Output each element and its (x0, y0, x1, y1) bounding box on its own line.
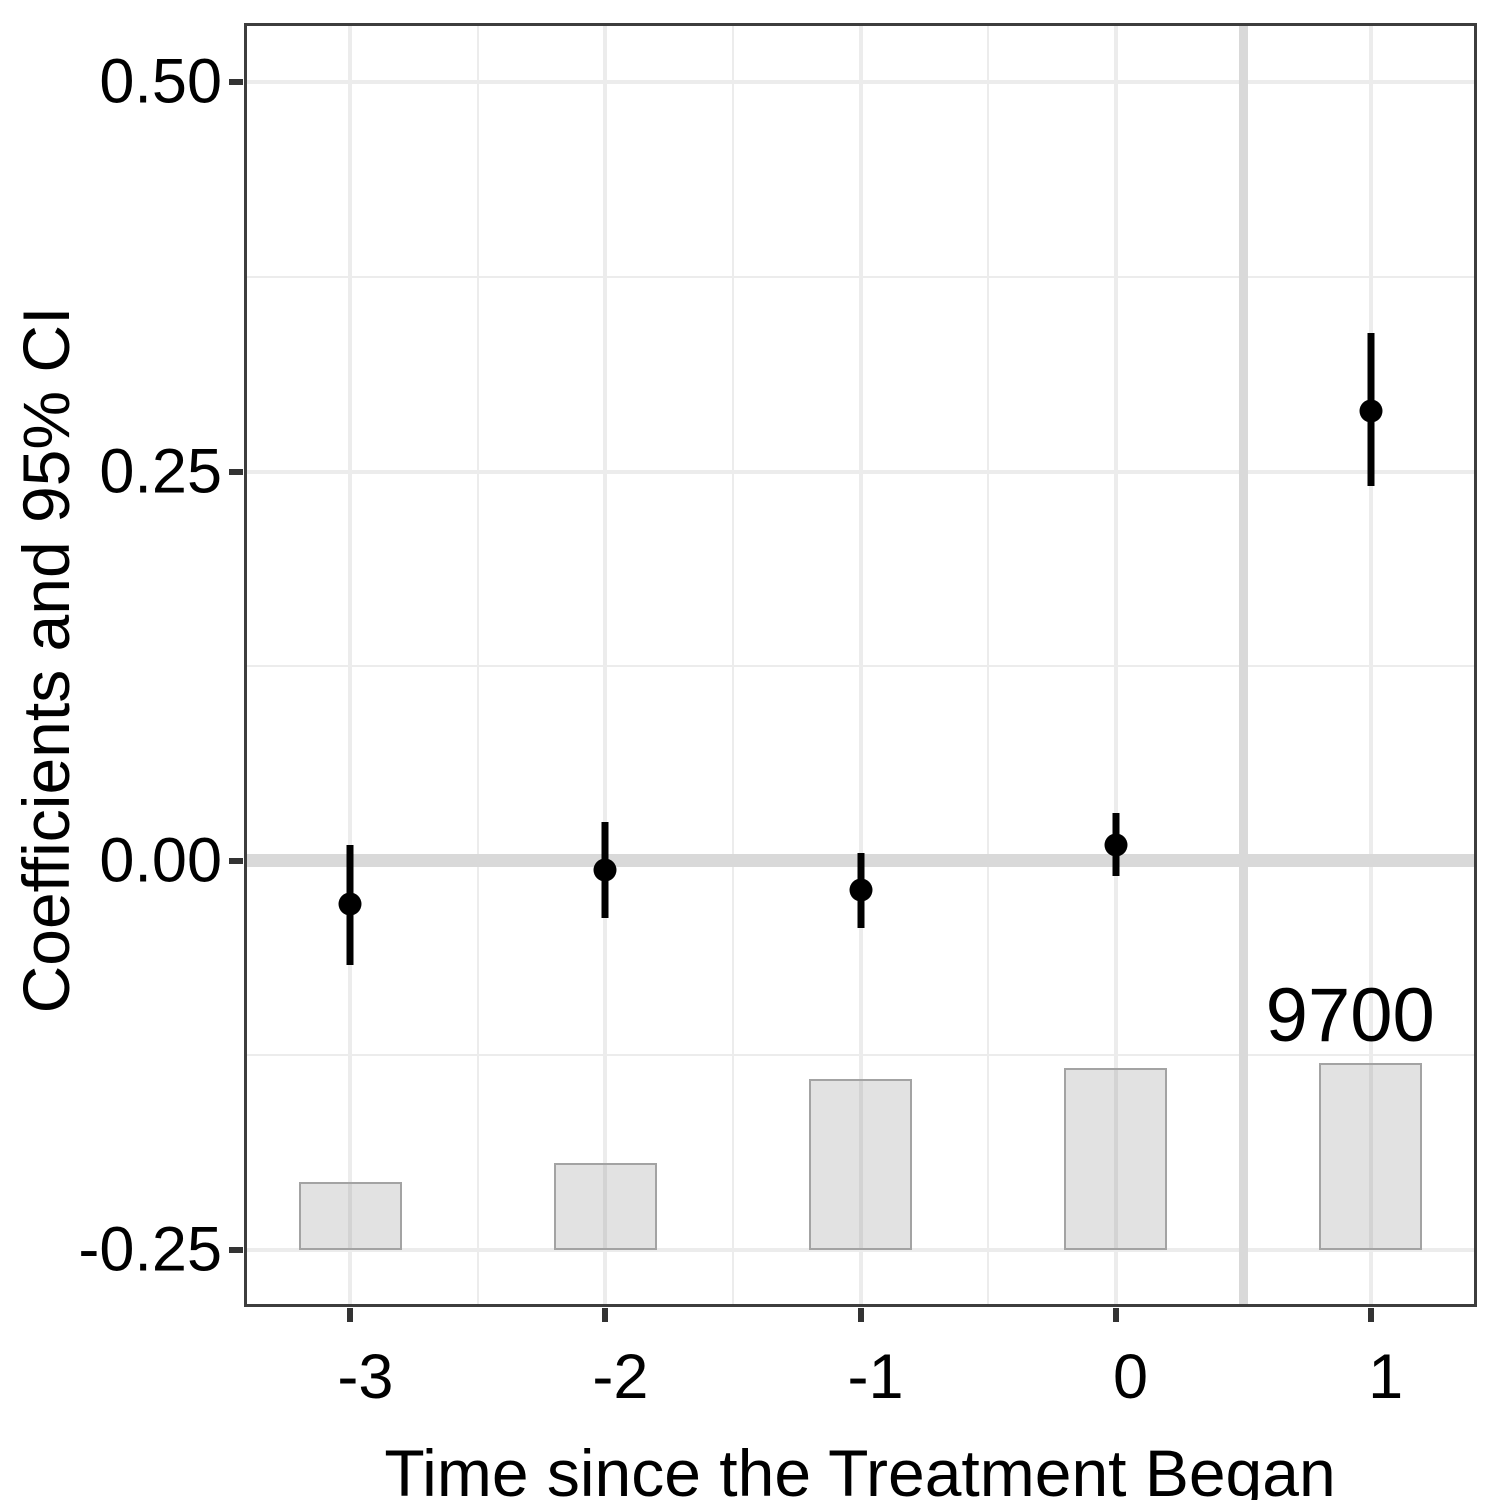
x-axis-tick (1367, 1308, 1374, 1322)
coefficient-point (338, 892, 362, 916)
histogram-bar (553, 1162, 658, 1251)
x-minor-gridline (476, 23, 479, 1307)
histogram-bar (1063, 1067, 1168, 1250)
coefficient-point (593, 858, 617, 882)
x-minor-gridline (731, 23, 734, 1307)
y-axis-title: Coefficients and 95% CI (9, 306, 83, 1014)
x-tick-label: 0 (1113, 1342, 1149, 1412)
x-tick-label: -3 (337, 1342, 394, 1412)
treatment-vline (1238, 23, 1248, 1307)
x-major-gridline (858, 23, 863, 1307)
coefficient-point (1104, 833, 1128, 857)
x-axis-tick (347, 1308, 354, 1322)
histogram-bar (808, 1078, 913, 1250)
histogram-bar (1318, 1063, 1423, 1250)
x-major-gridline (603, 23, 608, 1307)
y-tick-label: 0.25 (99, 436, 222, 507)
y-tick-label: 0.00 (99, 825, 222, 896)
x-major-gridline (348, 23, 353, 1307)
y-tick-label: -0.25 (78, 1214, 222, 1285)
bar-count-annotation: 9700 (1265, 973, 1435, 1059)
x-tick-label: 1 (1368, 1342, 1404, 1412)
x-axis-tick (602, 1308, 609, 1322)
coefficient-point (849, 878, 872, 902)
y-axis-tick (229, 857, 243, 864)
y-tick-label: 0.50 (99, 46, 222, 117)
x-tick-label: -2 (592, 1342, 649, 1412)
y-axis-tick (229, 79, 243, 86)
x-minor-gridline (987, 23, 990, 1307)
x-major-gridline (1368, 23, 1373, 1307)
y-axis-tick (229, 1247, 243, 1254)
y-axis-tick (229, 468, 243, 475)
x-tick-label: -1 (847, 1342, 904, 1412)
coefficient-point (1359, 399, 1383, 423)
x-axis-tick (857, 1308, 864, 1322)
x-axis-tick (1112, 1308, 1119, 1322)
x-axis-title: Time since the Treatment Began (384, 1436, 1336, 1500)
x-major-gridline (1113, 23, 1118, 1307)
histogram-bar (298, 1181, 402, 1250)
